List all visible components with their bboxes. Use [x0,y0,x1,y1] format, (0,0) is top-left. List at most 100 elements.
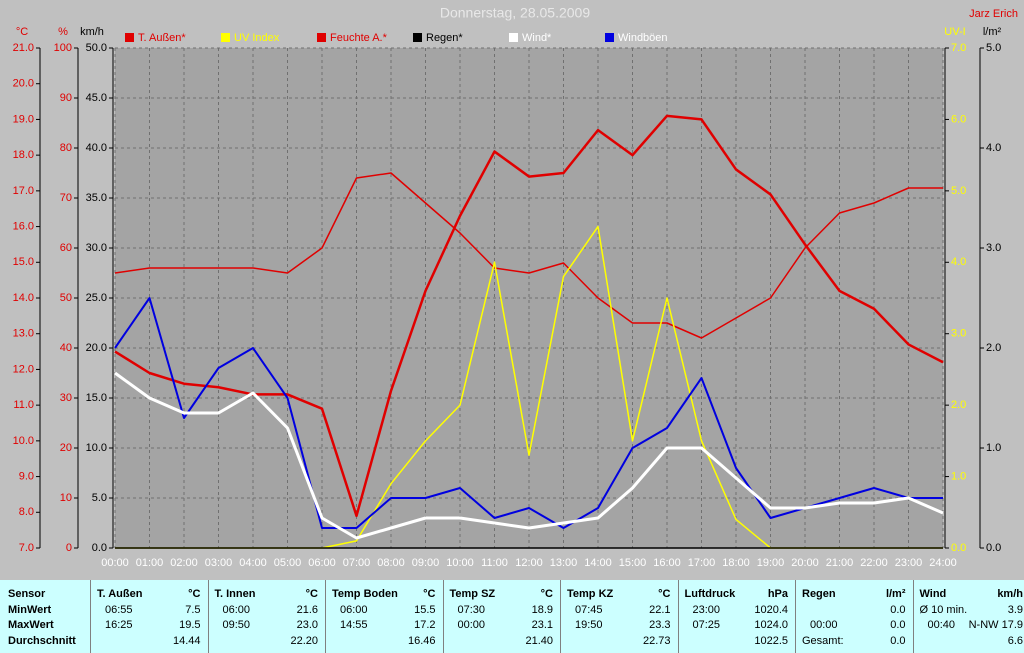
x-tick-label: 22:00 [860,557,888,569]
y-tick-label: 20 [60,442,72,454]
legend-label: T. Außen* [138,32,186,44]
x-tick-label: 16:00 [653,557,681,569]
x-tick-label: 02:00 [170,557,198,569]
x-tick-label: 20:00 [791,557,819,569]
y-tick-label: 20.0 [13,78,34,90]
legend-swatch [125,33,134,42]
y-tick-label: 100 [54,42,72,54]
line [114,371,944,540]
column-name: T. Außen [97,588,143,600]
column-unit: °C [188,588,201,600]
cell-time: 07:30 [457,604,486,616]
y-tick-label: 17.0 [13,185,34,197]
column-unit: °C [423,588,436,600]
y-tick-label: 12.0 [13,363,34,375]
table-column: Temp KZ °C 07:45 22.1 19:50 23.3 22.73 [560,580,679,653]
cell-time: 07:25 [692,619,721,631]
cell-time: 09:50 [222,619,251,631]
x-tick-label: 04:00 [239,557,267,569]
legend-swatch [221,33,230,42]
cell-value: 22.20 [290,635,318,647]
y-tick-label: 2.0 [986,342,1001,354]
column-name: Wind [919,588,947,600]
cell-value: 18.9 [531,604,553,616]
y-tick-label: 1.0 [951,470,966,482]
column-unit: l/m² [885,588,906,600]
y-tick-label: 2.0 [951,399,966,411]
y-tick-label: 0.0 [92,542,107,554]
cell-value: N-NW 17.9 [968,619,1023,631]
legend-label: Feuchte A.* [330,32,388,44]
cell-value: 23.0 [296,619,318,631]
column-name: Luftdruck [684,588,736,600]
x-tick-label: 03:00 [205,557,233,569]
y-tick-label: 4.0 [951,256,966,268]
y-tick-label: 40 [60,342,72,354]
y-tick-label: 15.0 [13,256,34,268]
x-tick-label: 21:00 [826,557,854,569]
y-tick-label: 50.0 [86,42,107,54]
table-column: Luftdruck hPa 23:00 1020.4 07:25 1024.0 1022.5 [677,580,797,653]
x-tick-label: 23:00 [895,557,923,569]
x-tick-label: 14:00 [584,557,612,569]
y-tick-label: 80 [60,142,72,154]
cell-value: 21.40 [525,635,553,647]
y-tick-label: 13.0 [13,328,34,340]
stats-table: Sensor MinWert MaxWert Durchschnitt T. Außen… [0,580,1024,653]
x-tick-label: 18:00 [722,557,750,569]
y-tick-label: 1.0 [986,442,1001,454]
x-tick-label: 01:00 [136,557,164,569]
axis-title: km/h [80,26,104,38]
author: Jarz Erich [969,8,1018,20]
cell-value: 19.5 [179,619,201,631]
legend-swatch [605,33,614,42]
legend-label: UV Index [234,32,280,44]
x-tick-label: 08:00 [377,557,405,569]
column-name: Temp KZ [567,588,614,600]
y-tick-label: 35.0 [86,192,107,204]
cell-time: 06:55 [105,604,133,616]
cell-value: 0.0 [890,604,906,616]
column-unit: hPa [767,588,788,600]
cell-time: 07:45 [575,604,603,616]
cell-value: 15.5 [414,604,436,616]
y-tick-label: 16.0 [13,220,34,232]
cell-time: Gesamt: [802,635,844,647]
column-name: T. Innen [214,588,256,600]
y-tick-label: 30.0 [86,242,107,254]
column-unit: °C [540,588,553,600]
cell-value: 23.3 [649,619,671,631]
cell-value: 6.6 [1007,635,1023,647]
axis-title: l/m² [983,26,1002,38]
chart: Donnerstag, 28.05.2009 Jarz Erich 00:00 0… [13,5,1018,569]
table-column: Regen l/m² 0.0 00:00 0.0 Gesamt: 0.0 [795,580,914,653]
table-column: T. Innen °C 06:00 21.6 09:50 23.0 22.20 [207,580,327,653]
row-label: Durchschnitt [8,635,76,647]
x-tick-label: 00:00 [101,557,129,569]
y-tick-label: 40.0 [86,142,107,154]
axis-title: UV-I [944,26,965,38]
cell-value: 1020.4 [754,604,788,616]
cell-value: 3.9 [1007,604,1023,616]
axis-title: °C [16,26,28,38]
cell-time: 16:25 [105,619,133,631]
y-tick-label: 0.0 [951,542,966,554]
x-tick-label: 12:00 [515,557,543,569]
cell-value: 1022.5 [754,635,788,647]
legend-swatch [413,33,422,42]
y-tick-label: 7.0 [951,42,966,54]
cell-value: 17.2 [414,619,436,631]
cell-value: 22.73 [642,635,671,647]
x-tick-label: 19:00 [757,557,785,569]
cell-time: 14:55 [340,619,368,631]
y-tick-label: 10 [60,492,72,504]
y-tick-label: 5.0 [92,492,107,504]
y-tick-label: 6.0 [951,113,966,125]
cell-value: 0.0 [890,619,906,631]
y-tick-label: 0.0 [986,542,1001,554]
column-name: Temp Boden [332,588,398,600]
legend-label: Windböen [618,32,668,44]
x-tick-label: 09:00 [412,557,440,569]
y-tick-label: 9.0 [19,470,34,482]
